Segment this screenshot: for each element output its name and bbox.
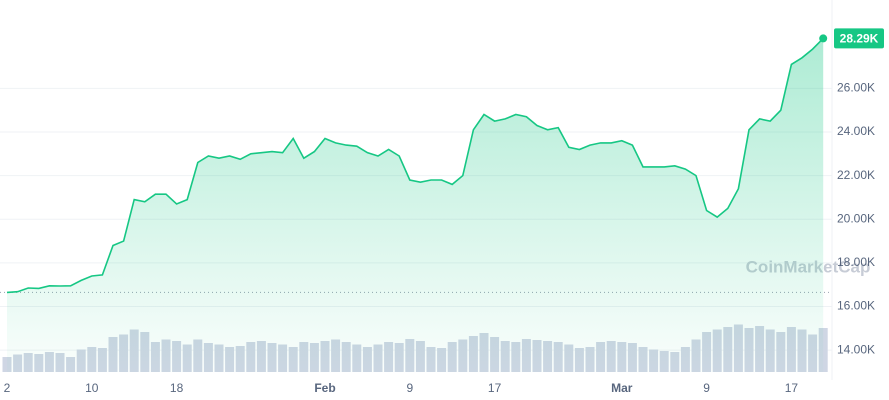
x-tick-label: 17 <box>488 381 502 395</box>
price-badge-label: 28.29K <box>840 32 879 46</box>
price-area <box>7 38 824 373</box>
x-tick-label: 2 <box>4 381 11 395</box>
y-tick-label: 26.00K <box>837 81 875 95</box>
last-point <box>819 34 828 43</box>
y-tick-label: 22.00K <box>837 168 875 182</box>
price-badge <box>834 28 884 49</box>
y-tick-label: 18.00K <box>837 255 875 269</box>
y-tick-label: 20.00K <box>837 211 875 225</box>
x-tick-label: 10 <box>85 381 99 395</box>
y-tick-label: 24.00K <box>837 124 875 138</box>
y-tick-label: 14.00K <box>837 342 875 356</box>
x-tick-label: 18 <box>170 381 184 395</box>
price-line <box>6 37 824 294</box>
x-tick-label: 17 <box>785 381 799 395</box>
x-tick-label: Mar <box>611 381 633 395</box>
y-tick-label: 16.00K <box>837 299 875 313</box>
x-tick-label: 9 <box>703 381 710 395</box>
x-tick-label: Feb <box>314 381 335 395</box>
x-tick-label: 9 <box>406 381 413 395</box>
